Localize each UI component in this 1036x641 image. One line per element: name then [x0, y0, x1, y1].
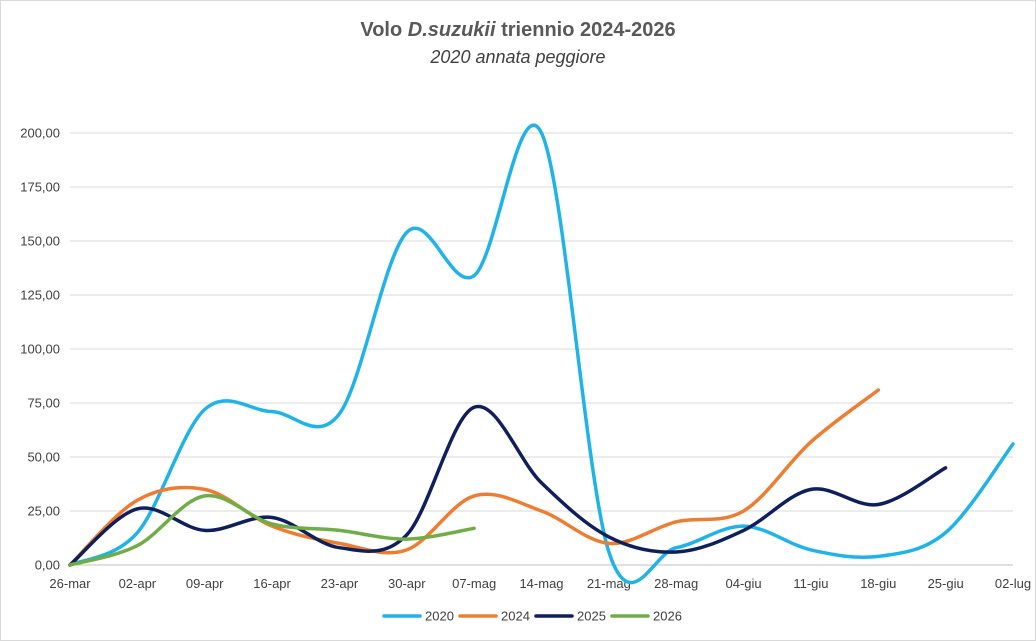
legend-item-2024: 2024 — [458, 609, 530, 624]
x-tick-label: 14-mag — [519, 576, 563, 591]
x-tick-label: 28-mag — [654, 576, 698, 591]
y-tick-label: 25,00 — [27, 504, 60, 519]
legend-item-2020: 2020 — [382, 609, 454, 624]
x-tick-label: 30-apr — [388, 576, 426, 591]
chart-subtitle: 2020 annata peggiore — [429, 47, 605, 67]
legend-item-2025: 2025 — [534, 609, 606, 624]
y-tick-label: 100,00 — [20, 342, 60, 357]
chart-title: Volo D.suzukii triennio 2024-2026 — [360, 19, 675, 41]
y-tick-label: 125,00 — [20, 288, 60, 303]
y-tick-label: 175,00 — [20, 180, 60, 195]
legend: 2020 2024 2025 2026 — [382, 609, 682, 624]
x-tick-label: 02-lug — [995, 576, 1031, 591]
x-tick-label: 26-mar — [49, 576, 91, 591]
legend-label: 2024 — [501, 609, 530, 624]
x-tick-label: 25-giu — [928, 576, 964, 591]
series-line-2020 — [68, 123, 1015, 585]
y-tick-label: 150,00 — [20, 234, 60, 249]
x-tick-label: 21-mag — [587, 576, 631, 591]
y-tick-label: 50,00 — [27, 450, 60, 465]
y-tick-label: 0,00 — [35, 558, 60, 573]
y-axis: 0,00 25,00 50,00 75,00 100,00 125,00 150,00 175… — [20, 126, 60, 573]
y-tick-label: 200,00 — [20, 126, 60, 141]
x-tick-label: 07-mag — [452, 576, 496, 591]
series-line-2026 — [68, 493, 476, 567]
series-line-2024 — [68, 388, 881, 567]
x-tick-label: 23-apr — [321, 576, 359, 591]
x-tick-label: 04-giu — [726, 576, 762, 591]
series-line-2025 — [68, 404, 948, 567]
gridlines — [70, 132, 1013, 512]
x-axis: 26-mar 02-apr 09-apr 16-apr 23-apr 30-apr 07-m… — [49, 564, 1031, 591]
chart-title-italic: D.suzukii — [408, 19, 496, 41]
y-tick-label: 75,00 — [27, 396, 60, 411]
chart-title-prefix: Volo — [360, 19, 407, 41]
legend-label: 2026 — [653, 609, 682, 624]
chart-title-suffix: triennio 2024-2026 — [496, 19, 676, 41]
x-tick-label: 02-apr — [119, 576, 157, 591]
legend-label: 2025 — [577, 609, 606, 624]
x-tick-label: 18-giu — [860, 576, 896, 591]
series-lines — [68, 123, 1015, 585]
legend-label: 2020 — [425, 609, 454, 624]
legend-item-2026: 2026 — [610, 609, 682, 624]
x-tick-label: 09-apr — [186, 576, 224, 591]
x-tick-label: 16-apr — [253, 576, 291, 591]
x-tick-label: 11-giu — [793, 576, 828, 591]
